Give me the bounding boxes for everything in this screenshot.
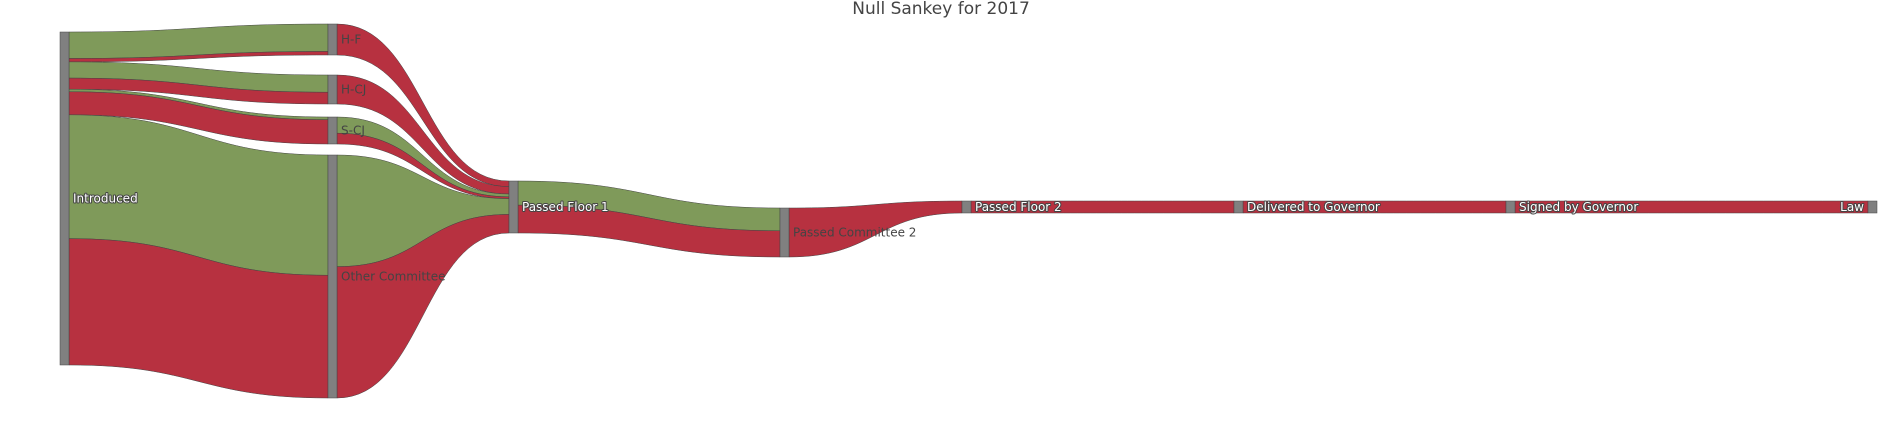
node-label-introduced: Introduced	[73, 192, 138, 206]
node-other[interactable]	[327, 154, 338, 399]
node-label-dtg: Delivered to Governor	[1247, 200, 1380, 214]
node-label-hf: H-F	[341, 33, 361, 47]
node-scj[interactable]	[327, 116, 338, 145]
links-layer	[68, 23, 1869, 399]
node-label-pc2: Passed Committee 2	[793, 226, 916, 240]
node-label-sbg: Signed by Governor	[1519, 200, 1638, 214]
nodes-layer	[59, 23, 1878, 399]
node-dtg[interactable]	[1233, 200, 1244, 214]
node-sbg[interactable]	[1505, 200, 1516, 214]
node-hcj[interactable]	[327, 74, 338, 105]
node-pf1[interactable]	[508, 180, 519, 234]
node-label-hcj: H-CJ	[341, 83, 366, 97]
chart-title: Null Sankey for 2017	[852, 0, 1030, 19]
node-hf[interactable]	[327, 23, 338, 56]
node-pc2[interactable]	[779, 207, 790, 258]
node-law[interactable]	[1867, 200, 1878, 214]
node-label-pf1: Passed Floor 1	[522, 200, 609, 214]
node-introduced[interactable]	[59, 31, 70, 366]
node-label-scj: S-CJ	[341, 124, 365, 138]
node-label-law: Law	[1840, 200, 1864, 214]
labels-layer: Introduced H-F H-CJ S-CJ Other Committee Pass…	[72, 33, 1865, 284]
node-label-pf2: Passed Floor 2	[975, 200, 1062, 214]
link-other-to-pf1-fail[interactable]	[336, 214, 510, 399]
node-label-other: Other Committee	[341, 270, 446, 284]
node-pf2[interactable]	[961, 200, 972, 214]
